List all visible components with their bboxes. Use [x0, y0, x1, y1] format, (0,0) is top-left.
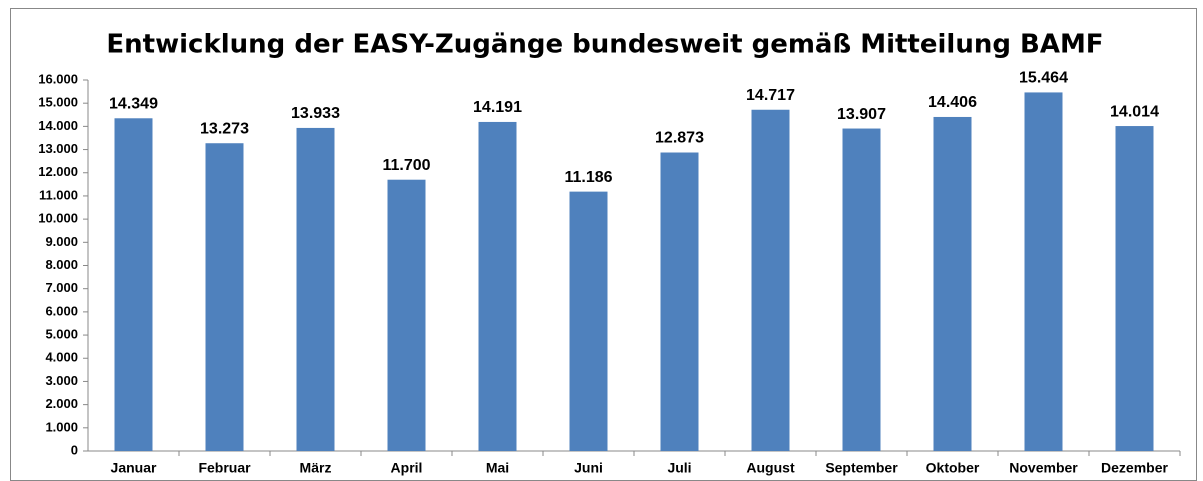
bar: [751, 109, 790, 451]
x-tick-label: Dezember: [1101, 460, 1168, 476]
value-label: 14.191: [473, 99, 522, 116]
bar: [933, 116, 972, 451]
bar: [205, 143, 244, 452]
y-tick-label: 14.000: [38, 118, 78, 133]
bar: [114, 118, 153, 451]
x-tick-label: Februar: [198, 460, 251, 476]
y-tick-label: 3.000: [45, 373, 78, 388]
value-label: 14.717: [746, 87, 795, 104]
x-tick-label: November: [1009, 460, 1078, 476]
y-tick-label: 11.000: [39, 187, 78, 202]
y-tick-label: 15.000: [38, 95, 78, 110]
y-tick-label: 12.000: [38, 164, 78, 179]
bar: [387, 179, 426, 452]
value-label: 14.406: [928, 94, 977, 111]
value-label: 13.907: [837, 106, 886, 123]
value-label: 15.464: [1019, 70, 1068, 87]
x-tick-label: Oktober: [926, 460, 980, 476]
y-tick-label: 1.000: [45, 419, 78, 434]
y-tick-label: 0: [71, 442, 78, 457]
x-tick-label: September: [825, 460, 898, 476]
value-label: 13.273: [200, 120, 249, 137]
x-tick-label: Mai: [486, 460, 509, 476]
x-tick-label: Januar: [111, 460, 157, 476]
chart-title: Entwicklung der EASY-Zugänge bundesweit …: [106, 30, 1103, 60]
y-tick-label: 2.000: [45, 396, 78, 411]
y-tick-label: 9.000: [45, 234, 78, 249]
value-label: 14.014: [1110, 103, 1159, 120]
x-tick-label: August: [746, 460, 795, 476]
y-tick-label: 10.000: [38, 211, 78, 226]
value-label: 14.349: [109, 96, 158, 113]
x-tick-label: Juli: [667, 460, 691, 476]
value-label: 13.933: [291, 105, 340, 122]
x-tick-label: April: [391, 460, 423, 476]
bar: [569, 191, 608, 451]
bar: [842, 128, 881, 451]
y-tick-label: 13.000: [38, 141, 78, 156]
bar: [660, 152, 699, 451]
y-tick-label: 6.000: [45, 303, 78, 318]
y-tick-label: 16.000: [38, 71, 78, 86]
bar: [1115, 126, 1154, 451]
y-tick-label: 4.000: [45, 350, 78, 365]
y-tick-label: 7.000: [45, 280, 78, 295]
y-tick-label: 5.000: [45, 327, 78, 342]
bar: [478, 121, 517, 451]
bar: [1024, 92, 1063, 451]
value-label: 11.700: [382, 157, 430, 174]
y-tick-label: 8.000: [45, 257, 78, 272]
value-label: 11.186: [564, 169, 612, 186]
value-label: 12.873: [655, 130, 704, 147]
bar: [296, 127, 335, 452]
x-tick-label: Juni: [574, 460, 603, 476]
x-tick-label: März: [300, 460, 332, 476]
